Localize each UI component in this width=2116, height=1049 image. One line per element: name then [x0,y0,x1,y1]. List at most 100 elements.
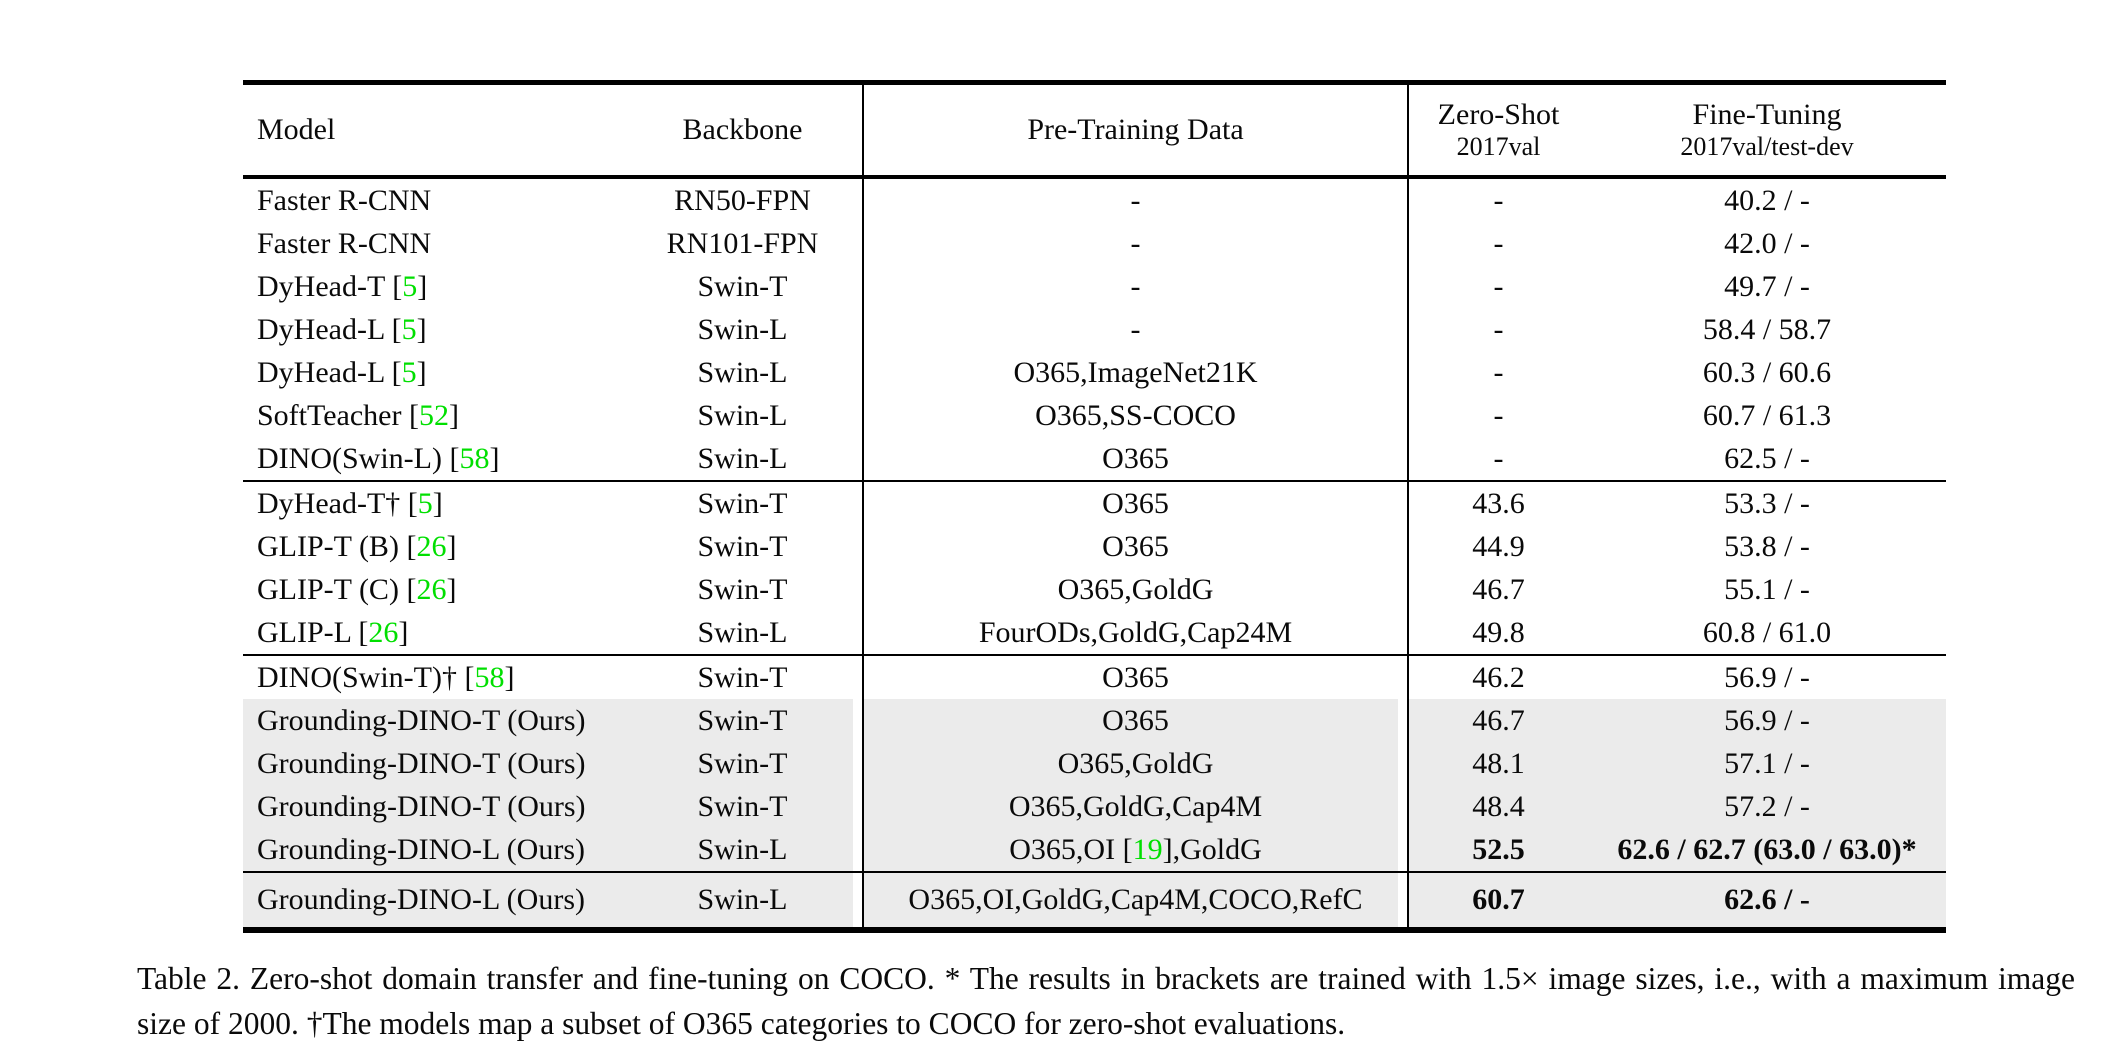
cell-backbone: Swin-T [623,699,863,742]
cell-model: DINO(Swin-L) [58] [257,441,500,475]
citation-ref: 5 [401,312,417,346]
cell-zero-shot: 49.8 [1407,611,1588,655]
cell-zero-shot: - [1407,394,1588,437]
cell-zero-shot: - [1407,177,1588,222]
table-row: DyHead-T† [5] Swin-T O365 43.6 53.3 / - [243,480,1946,525]
header-backbone: Backbone [623,82,863,179]
table-row: SoftTeacher [52] Swin-L O365,SS-COCO - 60.7 … [243,394,1946,437]
cell-model: Grounding-DINO-L (Ours) [243,828,623,872]
header-fine-tuning: Fine-Tuning 2017val/test-dev [1588,82,1946,179]
cell-fine-tuning: 56.9 / - [1588,699,1946,742]
cell-zero-shot: - [1407,437,1588,481]
cell-zero-shot: 48.4 [1407,785,1588,828]
cell-backbone: Swin-L [623,828,863,872]
cell-pretraining: O365 [862,525,1408,568]
header-zero-shot-title: Zero-Shot [1437,97,1560,131]
table-row: GLIP-T (C) [26] Swin-T O365,GoldG 46.7 55.1 … [243,568,1946,611]
cell-zero-shot: 60.7 [1407,871,1588,930]
cell-fine-tuning: 57.1 / - [1588,742,1946,785]
cell-pretraining: O365 [862,437,1408,481]
cell-fine-tuning: 53.8 / - [1724,529,1810,563]
cell-fine-tuning: 55.1 / - [1724,572,1810,606]
results-table-wrap: Model Backbone Pre-Training Data Zero-Sh… [243,80,1946,933]
cell-backbone: Swin-L [697,312,788,346]
table-row: DyHead-L [5] Swin-L O365,ImageNet21K - 60.3 … [243,351,1946,394]
cell-model: Faster R-CNN [257,226,432,260]
cell-fine-tuning: 58.4 / 58.7 [1702,312,1832,346]
cell-zero-shot: - [1407,308,1588,351]
cell-pretraining: - [862,222,1408,265]
citation-ref: 5 [417,486,433,520]
table-row: Grounding-DINO-L (Ours) Swin-L O365,OI [19… [243,828,1946,872]
table-row: Grounding-DINO-T (Ours) Swin-T O365,GoldG,… [243,785,1946,828]
cell-fine-tuning: 62.6 / 62.7 (63.0 / 63.0)* [1588,828,1946,872]
cell-zero-shot: - [1407,265,1588,308]
header-pretraining: Pre-Training Data [862,82,1408,179]
cell-fine-tuning: 62.6 / - [1588,871,1946,930]
cell-fine-tuning: 40.2 / - [1724,183,1810,217]
cell-backbone: Swin-L [623,871,863,930]
cell-pretraining: O365 [862,699,1408,742]
table-section: DINO(Swin-T)† [58] Swin-T O365 46.2 56.9 / -… [243,654,1946,872]
cell-model: SoftTeacher [52] [257,398,459,432]
cell-model: Grounding-DINO-T (Ours) [243,742,623,785]
cell-pretraining: FourODs,GoldG,Cap24M [862,611,1408,655]
cell-zero-shot: 46.7 [1407,568,1588,611]
cell-model: DyHead-L [5] [257,355,427,389]
header-zero-shot-subtitle: 2017val [1456,132,1541,162]
header-model: Model [243,82,623,179]
table-caption: Table 2. Zero-shot domain transfer and f… [137,961,2075,1041]
cell-fine-tuning: 62.5 / - [1724,441,1810,475]
citation-ref: 58 [474,660,505,694]
cell-pretraining: - [862,265,1408,308]
table-section: Grounding-DINO-L (Ours) Swin-L O365,OI,Gol… [243,871,1946,930]
cell-fine-tuning: 60.7 / 61.3 [1702,398,1832,432]
citation-ref: 52 [419,398,449,432]
results-table: Model Backbone Pre-Training Data Zero-Sh… [243,80,1946,933]
table-row: DyHead-L [5] Swin-L - - 58.4 / 58.7 [243,308,1946,351]
cell-backbone: Swin-L [697,398,788,432]
citation-ref: 58 [459,441,490,475]
cell-backbone: Swin-L [697,441,788,475]
citation-ref: 26 [368,615,399,649]
table-section: DyHead-T† [5] Swin-T O365 43.6 53.3 / - GLIP-… [243,480,1946,655]
cell-pretraining: O365 [862,480,1408,525]
cell-pretraining: O365 [862,654,1408,699]
cell-backbone: Swin-T [623,480,863,525]
cell-zero-shot: - [1407,222,1588,265]
cell-model: GLIP-L [26] [257,615,409,649]
cell-fine-tuning: 57.2 / - [1588,785,1946,828]
table-row: DINO(Swin-T)† [58] Swin-T O365 46.2 56.9 / - [243,654,1946,699]
table-row: GLIP-L [26] Swin-L FourODs,GoldG,Cap24M 49.… [243,611,1946,655]
cell-zero-shot: 48.1 [1407,742,1588,785]
cell-fine-tuning: 53.3 / - [1588,480,1946,525]
citation-ref: 26 [416,529,447,563]
cell-backbone: Swin-L [697,615,788,649]
cell-model: Grounding-DINO-L (Ours) [243,871,623,930]
table-row: Faster R-CNN RN50-FPN - - 40.2 / - [243,177,1946,222]
cell-model: GLIP-T (C) [26] [257,572,457,606]
cell-backbone: Swin-T [623,654,863,699]
cell-pretraining: O365,GoldG,Cap4M [862,785,1408,828]
cell-model: Grounding-DINO-T (Ours) [243,699,623,742]
table-row: GLIP-T (B) [26] Swin-T O365 44.9 53.8 / - [243,525,1946,568]
table-header: Model Backbone Pre-Training Data Zero-Sh… [243,82,1946,179]
citation-ref: 5 [401,355,417,389]
table-row: DINO(Swin-L) [58] Swin-L O365- 62.5 / - [243,437,1946,481]
cell-fine-tuning: 60.3 / 60.6 [1702,355,1832,389]
table-section: Faster R-CNN RN50-FPN - -40.2 / - Faster R-C… [243,177,1946,481]
cell-pretraining: O365,GoldG [862,568,1408,611]
cell-fine-tuning: 49.7 / - [1724,269,1810,303]
cell-zero-shot: 52.5 [1407,828,1588,872]
cell-pretraining: O365,GoldG [862,742,1408,785]
header-fine-tuning-subtitle: 2017val/test-dev [1680,132,1854,162]
citation-ref: 5 [402,269,418,303]
table-row: DyHead-T [5] Swin-T - - 49.7 / - [243,265,1946,308]
cell-backbone: Swin-T [697,572,788,606]
cell-model: DyHead-T† [5] [243,480,623,525]
citation-ref: 19 [1132,832,1163,866]
cell-backbone: RN101-FPN [666,226,819,260]
table-row: Grounding-DINO-T (Ours) Swin-T O365,GoldG 4… [243,742,1946,785]
citation-ref: 26 [416,572,447,606]
